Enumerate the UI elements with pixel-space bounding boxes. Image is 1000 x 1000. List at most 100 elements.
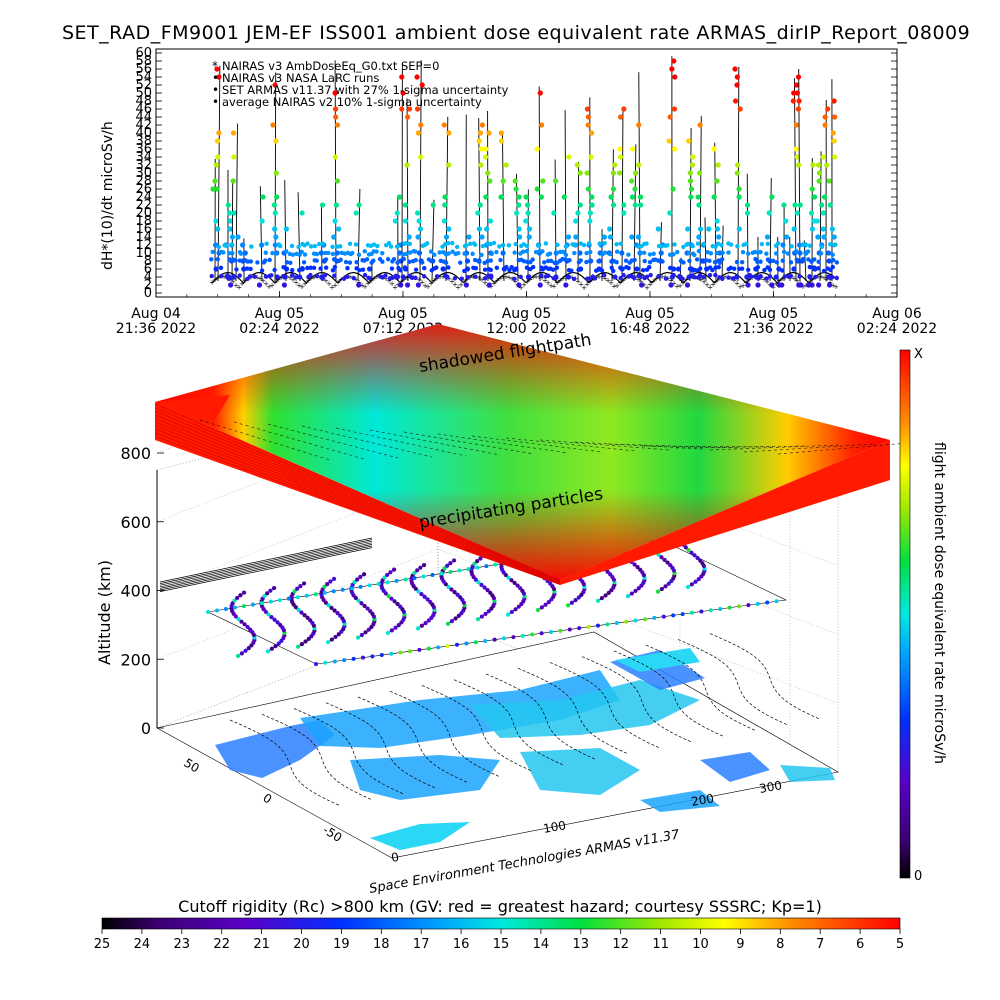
orbit-point (483, 611, 488, 617)
armas-low-point (374, 249, 379, 254)
armas-low-point (326, 250, 331, 256)
armas-low-point (360, 267, 366, 272)
armas-low-point (547, 251, 553, 256)
orbit-point (569, 600, 574, 605)
orbit-edge-point (412, 575, 417, 580)
nairas-marker: + (479, 276, 485, 284)
nairas-marker: + (746, 276, 752, 284)
orbit-point (599, 596, 604, 601)
armas-low-point (614, 259, 619, 265)
armas-point (795, 106, 801, 112)
armas-point (637, 202, 644, 208)
colorbar-tick-label: 21 (253, 937, 270, 952)
orbit-edge-point (614, 621, 619, 626)
orbit-point (478, 556, 483, 561)
nairas-marker: + (833, 283, 839, 291)
armas-low-point (353, 242, 359, 247)
armas-low-point (572, 243, 577, 248)
orbit-edge-point (567, 627, 572, 632)
armas-point (610, 186, 617, 192)
nairas-marker: + (575, 278, 581, 286)
orbit-point (512, 580, 517, 586)
orbit-edge-point (349, 586, 354, 591)
land-region (520, 748, 640, 795)
armas-point (671, 106, 678, 112)
orbit-point (329, 637, 334, 642)
orbit-point (415, 626, 421, 631)
orbit-edge-point (268, 599, 273, 604)
orbit-point (295, 644, 301, 649)
nairas-marker: + (773, 280, 779, 288)
armas-low-point (526, 274, 532, 279)
armas-point (538, 194, 545, 200)
orbit-point (475, 617, 481, 622)
nairas-marker: + (311, 273, 317, 281)
orbit-edge-point (223, 607, 228, 612)
armas-point (573, 234, 579, 240)
armas-low-point (713, 244, 718, 249)
armas-point (796, 98, 802, 104)
armas-low-point (539, 273, 544, 278)
armas-low-point (728, 265, 733, 271)
armas-low-point (255, 260, 260, 265)
y-tick-label: 30 (135, 166, 152, 181)
nairas-marker: + (581, 284, 587, 292)
armas-low-point (602, 250, 608, 255)
armas-low-point (665, 243, 670, 248)
armas-low-point (588, 258, 593, 263)
armas-low-point (421, 274, 427, 279)
armas-point (396, 250, 403, 256)
layer-stripe (154, 403, 561, 581)
layer-track (607, 443, 739, 449)
armas-low-point (420, 260, 425, 265)
armas-low-point (764, 276, 769, 281)
nairas-marker: + (401, 276, 407, 284)
orbit-edge-point (727, 605, 732, 610)
shadow-path-line (159, 542, 373, 588)
y-tick-label: 52 (135, 78, 152, 93)
armas-point (811, 194, 818, 200)
armas-point (610, 170, 617, 176)
nairas-marker: + (776, 277, 782, 285)
armas-low-point (638, 250, 643, 255)
armas-point (822, 122, 828, 128)
orbit-point (325, 582, 330, 587)
armas-low-point (289, 243, 295, 249)
armas-low-point (450, 240, 455, 246)
y-tick-label: 40 (135, 126, 152, 141)
armas-low-point (290, 267, 295, 273)
y-tick-label: 42 (135, 118, 152, 133)
orbit-edge-point (342, 658, 347, 663)
orbit-point (272, 617, 277, 622)
armas-low-point (297, 267, 302, 273)
armas-point (212, 178, 218, 184)
nairas-marker: + (713, 277, 719, 285)
orbit-edge-point (502, 636, 506, 641)
armas-low-point (367, 276, 373, 281)
orbit-point (458, 595, 463, 600)
nairas-marker: + (605, 276, 611, 284)
land-region (350, 755, 500, 800)
armas-spike-line (746, 173, 749, 282)
armas-point (417, 226, 424, 232)
armas-point (442, 194, 448, 200)
layer-stripe (154, 425, 561, 584)
armas-point (415, 234, 421, 240)
armas-low-point (209, 257, 214, 262)
nairas-marker: + (239, 280, 245, 288)
armas-low-point (248, 266, 253, 272)
armas-point (214, 186, 220, 192)
orbit-edge-point (408, 649, 412, 654)
armas-point (400, 274, 406, 280)
armas-spike-line (794, 78, 797, 282)
colorbar-tick-label: 18 (373, 937, 390, 952)
armas-low-point (462, 268, 467, 274)
layer-track (777, 442, 909, 455)
armas-point (685, 138, 692, 144)
orbit-point (488, 590, 493, 595)
armas-point (516, 226, 522, 232)
armas-point (418, 122, 424, 128)
armas-low-point (539, 265, 544, 270)
armas-low-point (216, 244, 222, 250)
layer-side-face (560, 440, 890, 585)
